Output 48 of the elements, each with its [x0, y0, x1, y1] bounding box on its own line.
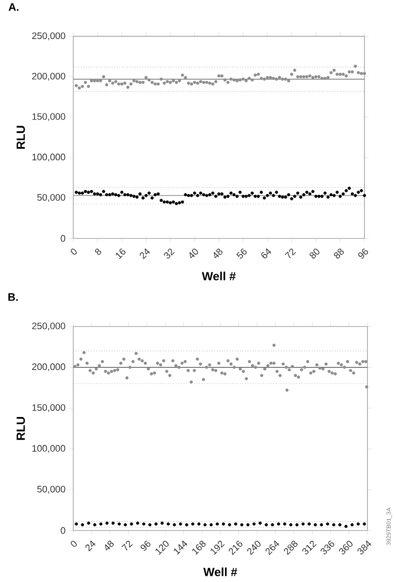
- x-tick-label: 384: [357, 540, 372, 554]
- x-tick-label: 80: [310, 248, 320, 259]
- x-tick-label: 288: [284, 540, 298, 556]
- x-tick-label: 64: [261, 248, 272, 258]
- x-tick-label: 48: [214, 248, 222, 258]
- y-tick-label: 100,000: [32, 445, 66, 453]
- x-tick-label: 24: [140, 248, 150, 260]
- y-tick-label: 150,000: [32, 113, 66, 122]
- x-tick-label: 24: [85, 540, 96, 552]
- y-tick-label: 200,000: [32, 72, 66, 81]
- x-tick-label: 360: [339, 540, 352, 554]
- x-tick-label: 216: [228, 540, 242, 556]
- y-tick-label: 200,000: [32, 363, 66, 372]
- x-tick-label: 8: [94, 248, 102, 255]
- x-tick-label: 0: [70, 540, 77, 547]
- x-tick-label: 40: [189, 248, 198, 258]
- x-tick-label: 312: [302, 540, 317, 554]
- y-tick-label: 50,000: [37, 486, 66, 494]
- x-tick-label: 48: [104, 540, 114, 550]
- y-axis-title: RLU: [16, 417, 25, 440]
- chart-title: B.: [8, 293, 18, 301]
- x-tick-label: 120: [156, 540, 169, 555]
- y-axis-title: RLU: [16, 126, 25, 149]
- x-tick-label: 32: [164, 248, 175, 259]
- x-tick-label: 16: [116, 248, 126, 259]
- x-tick-label: 72: [121, 540, 133, 550]
- x-axis-title: Well #: [203, 568, 238, 576]
- y-tick-label: 50,000: [37, 194, 66, 202]
- x-tick-label: 56: [236, 248, 247, 259]
- y-tick-label: 250,000: [32, 322, 66, 330]
- x-axis-title: Well #: [202, 272, 236, 280]
- x-tick-label: 264: [266, 540, 280, 556]
- y-tick-label: 0: [60, 527, 66, 534]
- y-tick-label: 250,000: [32, 32, 66, 40]
- x-tick-label: 72: [284, 248, 296, 258]
- x-tick-label: 168: [192, 540, 206, 555]
- x-tick-label: 88: [334, 248, 344, 259]
- x-tick-label: 96: [140, 540, 150, 551]
- x-tick-label: 96: [358, 248, 368, 258]
- x-tick-label: 144: [174, 540, 188, 555]
- y-tick-label: 100,000: [32, 154, 66, 162]
- x-tick-label: 240: [247, 540, 261, 556]
- y-tick-label: 150,000: [32, 404, 66, 412]
- chart-title: A.: [8, 3, 18, 11]
- x-tick-label: 0: [70, 248, 77, 255]
- x-tick-label: 336: [320, 540, 334, 554]
- x-tick-label: 192: [210, 540, 225, 555]
- y-tick-label: 0: [60, 235, 66, 242]
